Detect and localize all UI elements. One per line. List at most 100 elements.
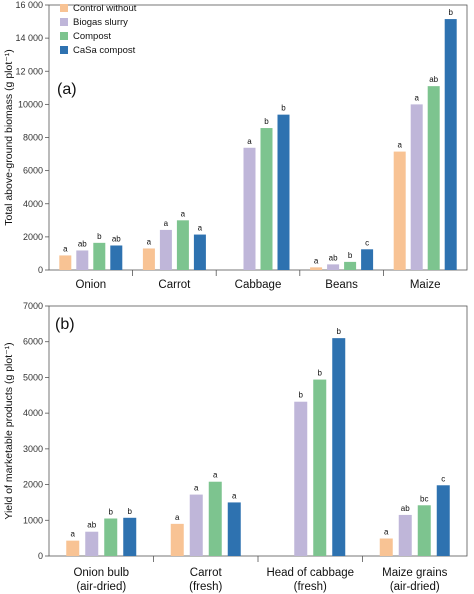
panel-a-bar [260, 128, 273, 270]
panel-a-category-label: Beans [325, 279, 358, 291]
panel-a-significance-label: ab [112, 234, 121, 243]
panel-a-significance-label: b [264, 117, 269, 126]
legend-entry: CaSa compost [73, 45, 136, 56]
panel-a-category-label: Carrot [158, 279, 191, 291]
panel-b-significance-label: b [299, 391, 304, 400]
panel-b-category-label: (air-dried) [390, 581, 440, 593]
panel-b-significance-label: a [175, 513, 180, 522]
panel-a-y-tick-label: 0 [38, 265, 43, 275]
panel-a-significance-label: a [147, 237, 152, 246]
panel-a-bar [93, 242, 106, 270]
panel-b-bar [123, 517, 137, 556]
panel-a-significance-label: a [198, 224, 203, 233]
panel-b-bar [332, 338, 346, 556]
panel-a-bar [76, 250, 89, 270]
legend-entry: Control without [73, 3, 137, 14]
panel-a-y-tick-label: 12 000 [15, 66, 43, 76]
panel-a-bar [193, 234, 206, 270]
panel-b-significance-label: b [109, 508, 114, 517]
panel-b-bar [417, 505, 431, 556]
panel-b-significance-label: a [213, 471, 218, 480]
panel-a-y-axis-label: Total above-ground biomass (g plot⁻¹) [3, 49, 15, 226]
panel-b-significance-label: b [318, 369, 323, 378]
panel-a-significance-label: a [314, 256, 319, 265]
panel-b-y-axis-label: Yield of marketable products (g plot⁻¹) [3, 342, 15, 519]
panel-a-category-label: Onion [75, 279, 106, 291]
panel-b-significance-label: c [441, 474, 445, 483]
panel-a-significance-label: b [281, 104, 286, 113]
panel-b-bar [294, 401, 308, 556]
panel-b-significance-label: ab [87, 521, 96, 530]
panel-a-bar [444, 19, 457, 270]
panel-b-y-tick-label: 3000 [23, 444, 43, 454]
panel-a-y-tick-label: 16 000 [15, 0, 43, 10]
legend-entry: Biogas slurry [73, 17, 128, 28]
panel-a-y-tick-label: 6000 [23, 166, 43, 176]
panel-b-significance-label: bc [420, 494, 428, 503]
panel-b-y-tick-label: 4000 [23, 408, 43, 418]
panel-a-significance-label: b [448, 8, 453, 17]
panel-b-bar [313, 379, 327, 556]
panel-a-significance-label: a [164, 219, 169, 228]
panel-b-significance-label: a [194, 484, 199, 493]
panel-a-significance-label: ab [429, 75, 438, 84]
panel-b-y-tick-label: 6000 [23, 337, 43, 347]
legend-swatch [60, 32, 68, 40]
panel-a-category-label: Cabbage [235, 279, 282, 291]
panel-a-bar [159, 229, 172, 270]
panel-b-significance-label: a [384, 528, 389, 537]
panel-b-y-tick-label: 0 [38, 551, 43, 561]
panel-a-bar [310, 267, 323, 270]
panel-b-category-label: (fresh) [189, 581, 222, 593]
legend-swatch [60, 46, 68, 54]
panel-a-bar [243, 147, 256, 270]
legend-swatch [60, 4, 68, 12]
panel-b-label: (b) [55, 316, 75, 333]
panel-a-significance-label: a [247, 137, 252, 146]
panel-b-significance-label: a [232, 491, 237, 500]
panel-a-bar [361, 249, 374, 270]
panel-a-label: (a) [57, 81, 77, 98]
panel-a-significance-label: b [348, 251, 353, 260]
panel-b-category-label: Maize grains [382, 567, 447, 579]
panel-b-significance-label: b [337, 327, 342, 336]
panel-b-bar [436, 485, 450, 556]
panel-b-significance-label: ab [401, 504, 410, 513]
panel-a-significance-label: b [97, 232, 102, 241]
panel-a-bar [393, 151, 406, 270]
panel-b-significance-label: b [128, 507, 133, 516]
panel-b-bar [104, 518, 118, 556]
panel-a-bar [427, 86, 440, 270]
panel-b-bar [398, 514, 412, 556]
panel-b-category-label: (air-dried) [76, 581, 126, 593]
panel-b-category-label: Head of cabbage [266, 567, 354, 579]
panel-a-significance-label: a [181, 209, 186, 218]
panel-a-bar [277, 114, 290, 270]
panel-a-y-tick-label: 8000 [23, 133, 43, 143]
panel-a-significance-label: a [414, 93, 419, 102]
panel-a-bar [59, 255, 72, 270]
panel-b-bar [66, 540, 80, 556]
panel-a-bar [110, 245, 123, 270]
panel-a-y-tick-label: 14 000 [15, 33, 43, 43]
panel-b-category-label: (fresh) [294, 581, 327, 593]
panel-a-y-tick-label: 10000 [18, 99, 43, 109]
panel-b-bar [227, 502, 241, 556]
panel-a-bar [410, 104, 423, 270]
legend-swatch [60, 18, 68, 26]
panel-b-category-label: Onion bulb [73, 567, 129, 579]
panel-a-category-label: Maize [410, 279, 441, 291]
panel-b-bar [85, 531, 99, 556]
panel-a-bar [142, 248, 155, 270]
panel-b-y-tick-label: 5000 [23, 372, 43, 382]
panel-b-y-tick-label: 7000 [23, 301, 43, 311]
legend-entry: Compost [73, 31, 111, 42]
panel-a-significance-label: c [365, 238, 369, 247]
panel-b-y-tick-label: 1000 [23, 515, 43, 525]
panel-a-significance-label: ab [329, 253, 338, 262]
panel-a-bar [344, 261, 357, 270]
panel-a-bar [327, 264, 340, 270]
panel-a-y-tick-label: 4000 [23, 199, 43, 209]
panel-b-category-label: Carrot [190, 567, 223, 579]
